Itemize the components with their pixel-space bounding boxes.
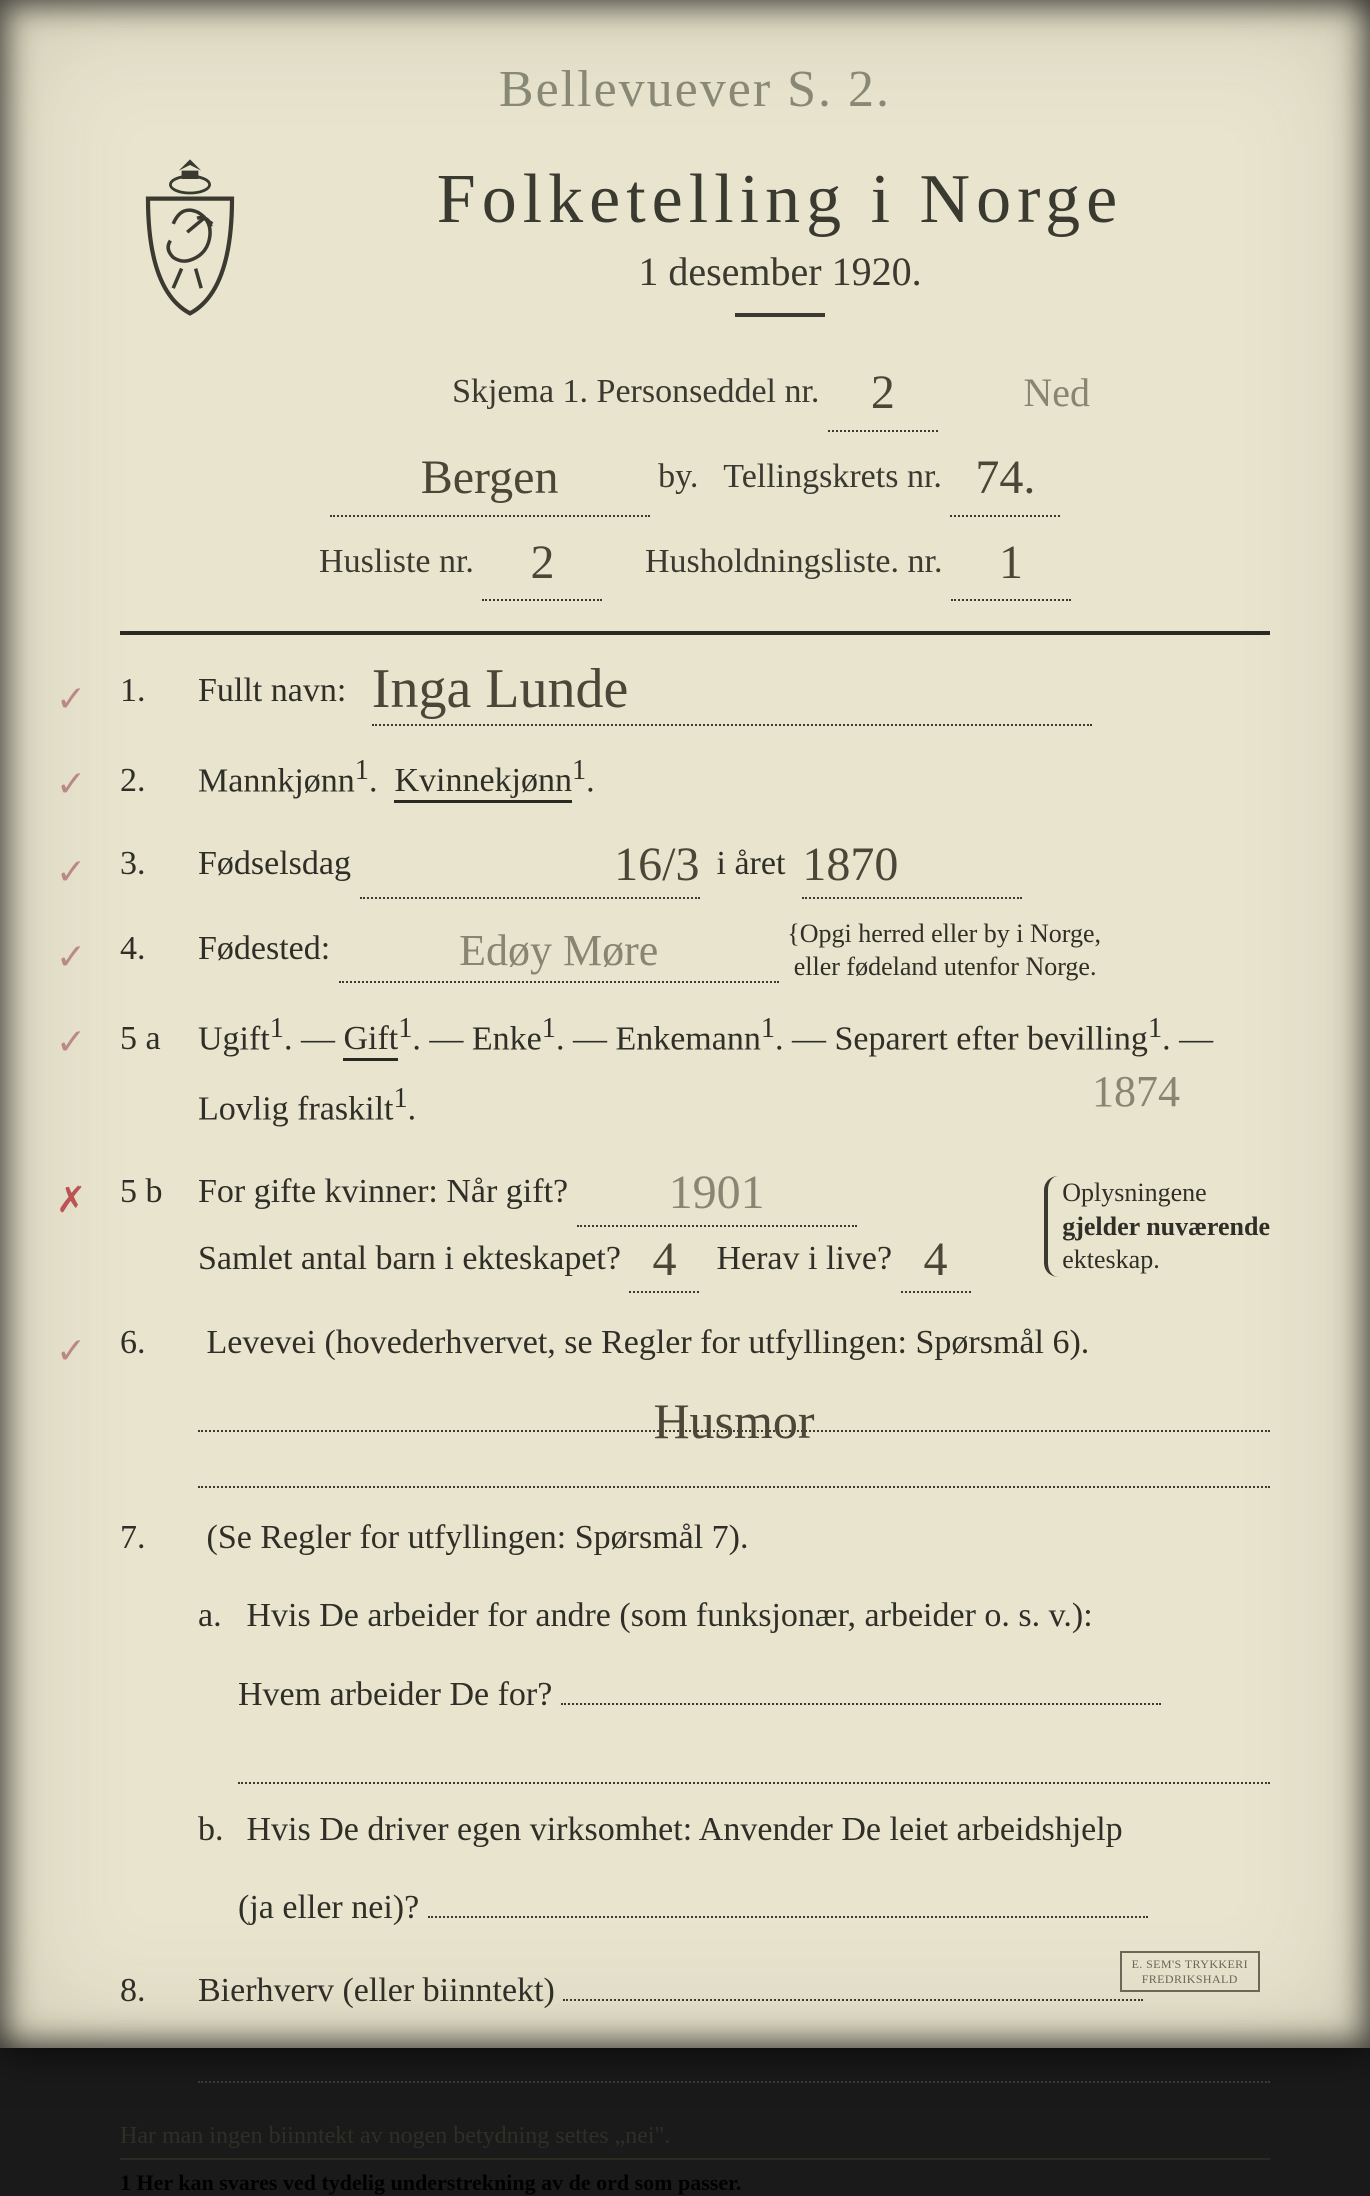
q1-value: Inga Lunde: [372, 658, 629, 720]
footnote-top: Har man ingen biinntekt av nogen betydni…: [120, 2123, 1270, 2150]
q7a-label: a.: [198, 1584, 238, 1649]
tellingskrets-nr: 74.: [975, 451, 1035, 504]
q6-num: 6.: [120, 1311, 198, 1376]
husholdning-nr: 1: [999, 536, 1023, 589]
q4-note2: eller fødeland utenfor Norge.: [794, 952, 1097, 981]
q3-mid: i året: [717, 845, 786, 882]
q5b-line2b-val: 4: [924, 1233, 948, 1286]
q7b-text1: Hvis De driver egen virksomhet: Anvender…: [247, 1811, 1123, 1848]
main-title: Folketelling i Norge: [290, 160, 1270, 240]
sup: 1: [355, 755, 369, 786]
question-2: ✓ 2. Mannkjønn1. Kvinnekjønn1.: [120, 744, 1270, 814]
by-label: by.: [658, 458, 698, 495]
check-mark: ✓: [56, 1317, 86, 1385]
q1-num: 1.: [120, 659, 198, 724]
brace-line: Oplysningene: [1062, 1178, 1206, 1207]
q5a-options: Ugift1. — Gift1. — Enke1. — Enkemann1. —…: [198, 1002, 1270, 1142]
husliste-label: Husliste nr.: [319, 543, 474, 580]
check-mark: ✓: [56, 923, 86, 991]
q8-label: Bierhverv (eller biinntekt): [198, 1972, 555, 2009]
q6-value: Husmor: [653, 1393, 814, 1449]
q5a-num: 5 a: [120, 1007, 198, 1072]
question-7: 7. (Se Regler for utfyllingen: Spørsmål …: [120, 1506, 1270, 1941]
question-1: ✓ 1. Fullt navn: Inga Lunde: [120, 659, 1270, 726]
census-form-page: Bellevuever S. 2. Folketelling i Norge 1…: [0, 0, 1370, 2048]
q7-intro: (Se Regler for utfyllingen: Spørsmål 7).: [207, 1519, 749, 1556]
question-4: ✓ 4. Fødested: Edøy Møre {Opgi herred el…: [120, 917, 1270, 985]
skjema-label: Skjema 1. Personseddel nr.: [452, 373, 819, 410]
title-divider: [735, 313, 825, 317]
personseddel-side-note: Ned: [1023, 349, 1090, 437]
q3-num: 3.: [120, 832, 198, 897]
q7b-text2: (ja eller nei)?: [238, 1889, 419, 1926]
q3-label: Fødselsdag: [198, 845, 351, 882]
q4-label: Fødested:: [198, 930, 330, 967]
check-mark: ✓: [56, 838, 86, 906]
header: Folketelling i Norge 1 desember 1920.: [120, 150, 1270, 345]
q5b-line1-label: For gifte kvinner: Når gift?: [198, 1173, 568, 1210]
check-mark: ✓: [56, 750, 86, 818]
q1-label: Fullt navn:: [198, 672, 346, 709]
question-5a: ✓ 5 a Ugift1. — Gift1. — Enke1. — Enkema…: [120, 1002, 1270, 1142]
q5b-line2b: Herav i live?: [716, 1240, 892, 1277]
q4-num: 4.: [120, 917, 198, 982]
sup: 1: [572, 755, 586, 786]
check-mark: ✓: [56, 1008, 86, 1076]
rule: [120, 631, 1270, 635]
q2-num: 2.: [120, 749, 198, 814]
brace-line: ekteskap.: [1062, 1245, 1159, 1274]
q4-value: Edøy Møre: [459, 926, 658, 975]
q5b-line1-value: 1901: [669, 1166, 765, 1219]
check-mark: ✓: [56, 665, 86, 733]
husholdning-label: Husholdningsliste. nr.: [645, 543, 943, 580]
q7b-label: b.: [198, 1798, 238, 1863]
q7-num: 7.: [120, 1506, 198, 1571]
question-3: ✓ 3. Fødselsdag 16/3 i året 1870: [120, 832, 1270, 899]
footnote-bottom: 1 Her kan svares ved tydelig understrekn…: [120, 2170, 1270, 2196]
q3-year: 1870: [802, 838, 898, 891]
meta-block: Skjema 1. Personseddel nr. 2 Ned Bergen …: [120, 355, 1270, 601]
q6-label: Levevei (hovederhvervet, se Regler for u…: [207, 1324, 1090, 1361]
footnote-rule: [120, 2158, 1270, 2160]
husliste-nr: 2: [530, 536, 554, 589]
personseddel-nr: 2: [871, 366, 895, 419]
question-5b: ✗ 5 b For gifte kvinner: Når gift? 1901 …: [120, 1160, 1270, 1293]
date-line: 1 desember 1920.: [290, 248, 1270, 295]
question-6: ✓ 6. Levevei (hovederhvervet, se Regler …: [120, 1311, 1270, 1488]
q2-mann: Mannkjønn: [198, 762, 355, 799]
coat-of-arms-icon: [120, 150, 260, 320]
by-value: Bergen: [421, 451, 559, 504]
q5b-line2a: Samlet antal barn i ekteskapet?: [198, 1240, 621, 1277]
q5a-margin-year: 1874: [1092, 1050, 1180, 1134]
q2-kvinne: Kvinnekjønn: [394, 762, 572, 803]
printer-stamp: E. SEM'S TRYKKERIFREDRIKSHALD: [1120, 1951, 1260, 1992]
q3-day: 16/3: [614, 838, 699, 891]
q8-num: 8.: [120, 1959, 198, 2024]
q4-note1: Opgi herred eller by i Norge,: [800, 919, 1101, 948]
q7a-text1: Hvis De arbeider for andre (som funksjon…: [247, 1597, 1093, 1634]
margin-note: Bellevuever S. 2.: [120, 60, 1270, 130]
q5b-num: 5 b: [120, 1160, 198, 1225]
q5b-brace-note: Oplysningene gjelder nuværende ekteskap.: [1044, 1176, 1270, 1277]
tellingskrets-label: Tellingskrets nr.: [723, 458, 942, 495]
question-8: 8. Bierhverv (eller biinntekt): [120, 1959, 1270, 2024]
q5b-line2a-val: 4: [652, 1233, 676, 1286]
q7a-text2: Hvem arbeider De for?: [238, 1676, 552, 1713]
brace-line: gjelder nuværende: [1062, 1212, 1270, 1241]
check-mark: ✗: [56, 1166, 86, 1234]
